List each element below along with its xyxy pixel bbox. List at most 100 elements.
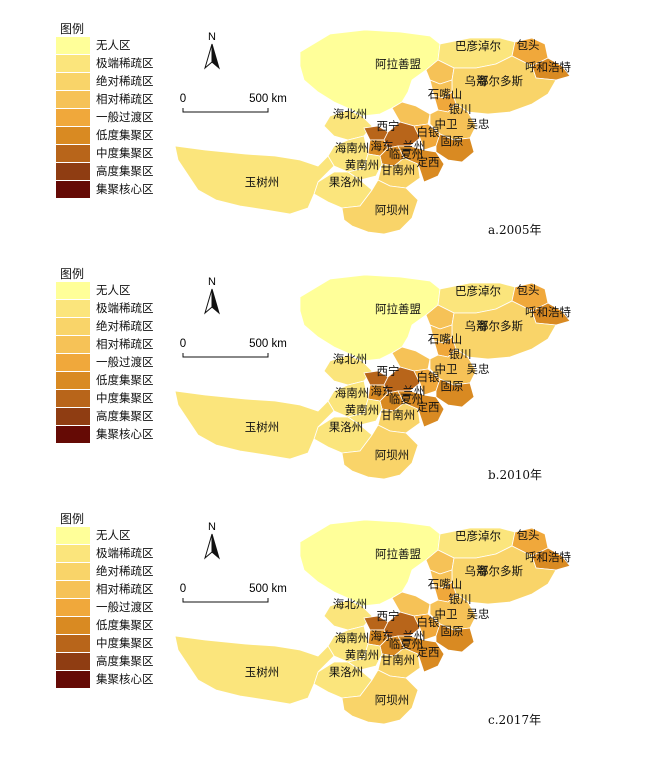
legend-swatch: [56, 54, 90, 72]
north-arrow-label: N: [208, 31, 216, 43]
region-label: 甘南州: [381, 408, 416, 422]
legend-title: 图例: [60, 267, 85, 281]
legend-label: 集聚核心区: [96, 427, 154, 441]
legend-swatch: [56, 299, 90, 317]
region-label: 包头: [517, 283, 540, 297]
legend-label: 绝对稀疏区: [96, 564, 154, 578]
legend-label: 低度集聚区: [96, 373, 154, 387]
legend-label: 集聚核心区: [96, 672, 154, 686]
legend-item: 相对稀疏区: [56, 90, 196, 108]
legend-swatch: [56, 670, 90, 688]
legend-item: 集聚核心区: [56, 425, 196, 443]
region-label: 石嘴山: [428, 577, 463, 591]
north-arrow: N: [204, 276, 220, 315]
legend-swatch: [56, 562, 90, 580]
scale-bar-end: 500 km: [249, 93, 287, 105]
region-label: 吴忠: [467, 117, 490, 131]
region-label: 阿坝州: [375, 693, 410, 707]
legend-item: 绝对稀疏区: [56, 562, 196, 580]
region-label: 乌海: [465, 564, 488, 578]
legend-swatch: [56, 616, 90, 634]
legend-item: 集聚核心区: [56, 670, 196, 688]
legend-label: 极端稀疏区: [96, 546, 154, 560]
scale-bar-line: [182, 108, 269, 113]
legend-label: 一般过渡区: [96, 110, 154, 124]
north-arrow-icon: [211, 43, 220, 70]
legend-label: 中度集聚区: [96, 391, 154, 405]
north-arrow: N: [204, 31, 220, 70]
region-label: 海北州: [333, 107, 368, 121]
legend-item: 高度集聚区: [56, 652, 196, 670]
region-polygon: [347, 153, 383, 181]
legend-label: 一般过渡区: [96, 600, 154, 614]
region-label: 巴彦淖尔: [455, 284, 501, 298]
region-label: 石嘴山: [428, 332, 463, 346]
region-label: 海东: [371, 384, 394, 398]
legend-item: 集聚核心区: [56, 180, 196, 198]
legend-item: 无人区: [56, 526, 196, 544]
region-label: 银川: [449, 102, 472, 116]
legend-item: 极端稀疏区: [56, 544, 196, 562]
region-label: 西宁: [377, 119, 400, 133]
region-label: 玉树州: [245, 665, 280, 679]
region-polygon: [341, 669, 419, 725]
legend-item: 中度集聚区: [56, 389, 196, 407]
legend: 图例 无人区 极端稀疏区 绝对稀疏区 相对稀疏区 一般过渡区 低度集聚区 中度集聚区 高度集聚区…: [56, 267, 196, 443]
legend-item: 相对稀疏区: [56, 580, 196, 598]
region-label: 呼和浩特: [525, 550, 571, 564]
legend-label: 中度集聚区: [96, 636, 154, 650]
regions: [174, 29, 571, 235]
legend-label: 集聚核心区: [96, 182, 154, 196]
region-label: 阿拉善盟: [375, 57, 421, 71]
legend-swatch: [56, 144, 90, 162]
legend-swatch: [56, 526, 90, 544]
legend-item: 绝对稀疏区: [56, 317, 196, 335]
region-polygon: [174, 635, 335, 705]
region-polygon: [435, 623, 475, 653]
legend-swatch: [56, 281, 90, 299]
legend-swatch: [56, 544, 90, 562]
region-label: 海南州: [335, 631, 370, 645]
legend-swatch: [56, 389, 90, 407]
region-label: 海北州: [333, 597, 368, 611]
region-polygon: [341, 424, 419, 480]
scale-bar-line: [182, 598, 269, 603]
region-polygon: [435, 378, 475, 408]
legend-label: 相对稀疏区: [96, 92, 154, 106]
region-label: 果洛州: [329, 665, 364, 679]
region-label: 阿坝州: [375, 448, 410, 462]
region-label: 海南州: [335, 386, 370, 400]
region-label: 海南州: [335, 141, 370, 155]
region-label: 包头: [517, 528, 540, 542]
region-label: 中卫: [435, 117, 458, 131]
region-label: 甘南州: [381, 653, 416, 667]
region-polygon: [174, 145, 335, 215]
scale-bar-start: 0: [180, 338, 186, 350]
north-arrow-label: N: [208, 276, 216, 288]
regions: [174, 519, 571, 725]
region-label: 临夏州: [389, 147, 424, 161]
region-label: 吴忠: [467, 362, 490, 376]
region-polygon: [174, 390, 335, 460]
legend-swatch: [56, 407, 90, 425]
north-arrow-label: N: [208, 521, 216, 533]
legend-item: 无人区: [56, 36, 196, 54]
legend-label: 一般过渡区: [96, 355, 154, 369]
region-label: 银川: [449, 592, 472, 606]
region-label: 兰州: [403, 384, 426, 398]
legend-swatch: [56, 598, 90, 616]
region-label: 白银: [417, 615, 440, 629]
legend-swatch: [56, 36, 90, 54]
region-label: 玉树州: [245, 420, 280, 434]
legend-item: 中度集聚区: [56, 144, 196, 162]
legend-label: 无人区: [96, 528, 131, 542]
legend-label: 低度集聚区: [96, 618, 154, 632]
region-label: 乌海: [465, 74, 488, 88]
scale-bar-start: 0: [180, 93, 186, 105]
region-polygon: [299, 519, 441, 607]
legend-swatch: [56, 72, 90, 90]
region-polygon: [341, 179, 419, 235]
region-label: 阿拉善盟: [375, 547, 421, 561]
legend-label: 中度集聚区: [96, 146, 154, 160]
